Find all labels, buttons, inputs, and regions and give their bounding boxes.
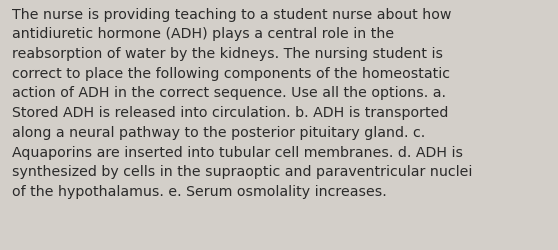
Text: The nurse is providing teaching to a student nurse about how
antidiuretic hormon: The nurse is providing teaching to a stu… [12,8,473,198]
